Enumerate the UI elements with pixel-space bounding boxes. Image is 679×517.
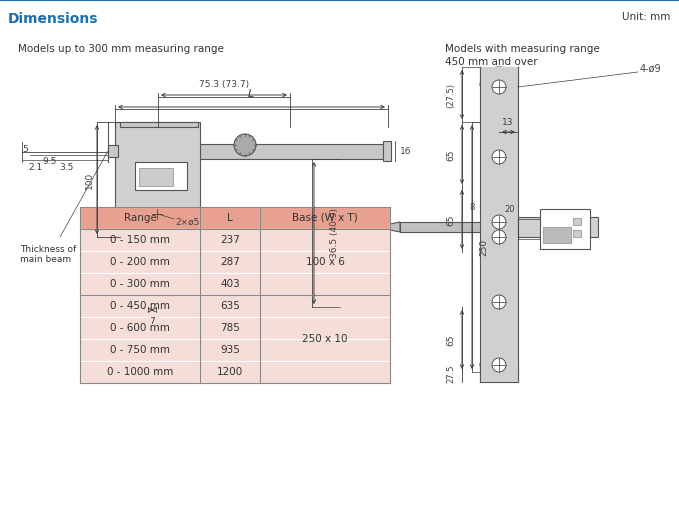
- Bar: [200, 229, 260, 251]
- Bar: [200, 339, 260, 361]
- Bar: [200, 251, 260, 273]
- Text: Base (W x T): Base (W x T): [292, 213, 358, 223]
- Text: L: L: [248, 89, 254, 99]
- Text: 3.5: 3.5: [59, 162, 73, 172]
- Bar: [115, 144, 388, 159]
- Text: 935: 935: [220, 345, 240, 355]
- Text: Thickness of
main beam: Thickness of main beam: [20, 245, 76, 264]
- Bar: [200, 317, 260, 339]
- Bar: [480, 67, 518, 382]
- Text: 0 - 1000 mm: 0 - 1000 mm: [107, 367, 173, 377]
- Text: 403: 403: [220, 279, 240, 289]
- Text: 8: 8: [470, 203, 475, 211]
- Text: 100: 100: [84, 171, 94, 189]
- Text: 237: 237: [220, 235, 240, 245]
- Text: 0 - 750 mm: 0 - 750 mm: [110, 345, 170, 355]
- Text: 13: 13: [502, 118, 514, 127]
- Text: L: L: [227, 213, 233, 223]
- Text: Range: Range: [124, 213, 156, 223]
- Bar: [260, 361, 390, 383]
- Text: 635: 635: [220, 301, 240, 311]
- Bar: [573, 218, 581, 225]
- Bar: [260, 273, 390, 295]
- Bar: [200, 361, 260, 383]
- Text: 9.5: 9.5: [43, 157, 57, 165]
- Text: 785: 785: [220, 323, 240, 333]
- Text: 27.5: 27.5: [446, 365, 455, 383]
- Text: Models up to 300 mm measuring range: Models up to 300 mm measuring range: [18, 44, 224, 54]
- Bar: [383, 141, 391, 161]
- Bar: [200, 295, 260, 317]
- Bar: [80, 273, 200, 295]
- Bar: [139, 168, 173, 186]
- Bar: [543, 227, 571, 243]
- Bar: [80, 207, 200, 229]
- Bar: [518, 217, 598, 237]
- Bar: [115, 122, 200, 237]
- Polygon shape: [480, 67, 518, 86]
- Text: Dimensions: Dimensions: [8, 12, 98, 26]
- Text: Unit: mm: Unit: mm: [622, 12, 670, 22]
- Bar: [135, 162, 187, 190]
- Text: 16: 16: [400, 146, 411, 156]
- Bar: [260, 251, 390, 273]
- Bar: [200, 273, 260, 295]
- Text: (27.5): (27.5): [446, 83, 455, 108]
- Bar: [80, 339, 200, 361]
- Bar: [400, 222, 480, 232]
- Bar: [108, 145, 118, 157]
- Text: 287: 287: [220, 257, 240, 267]
- Text: 0 - 150 mm: 0 - 150 mm: [110, 235, 170, 245]
- Text: 0 - 600 mm: 0 - 600 mm: [110, 323, 170, 333]
- Bar: [80, 361, 200, 383]
- Text: 2×ø5: 2×ø5: [175, 218, 200, 226]
- Bar: [260, 317, 390, 339]
- Bar: [80, 317, 200, 339]
- Text: 65: 65: [446, 214, 455, 226]
- Text: 75.3 (73.7): 75.3 (73.7): [199, 80, 249, 89]
- Bar: [260, 295, 390, 317]
- Circle shape: [492, 230, 506, 244]
- Text: 65: 65: [446, 149, 455, 161]
- Bar: [200, 207, 260, 229]
- Polygon shape: [385, 222, 400, 232]
- Circle shape: [492, 295, 506, 309]
- Bar: [573, 230, 581, 237]
- Polygon shape: [480, 363, 518, 382]
- Text: 0 - 200 mm: 0 - 200 mm: [110, 257, 170, 267]
- Bar: [80, 295, 200, 317]
- Text: 2.1: 2.1: [28, 162, 42, 172]
- Bar: [80, 229, 200, 251]
- Text: 36.5 (40.9): 36.5 (40.9): [330, 208, 339, 258]
- Text: 65: 65: [446, 334, 455, 346]
- Bar: [80, 251, 200, 273]
- Text: 100 x 6: 100 x 6: [306, 257, 344, 267]
- Bar: [260, 207, 390, 229]
- Circle shape: [152, 209, 162, 219]
- Text: 5: 5: [22, 144, 28, 154]
- Text: 4-ø9: 4-ø9: [640, 64, 661, 74]
- Circle shape: [492, 80, 506, 94]
- Circle shape: [492, 358, 506, 372]
- Text: 1200: 1200: [217, 367, 243, 377]
- Text: 250: 250: [479, 238, 488, 255]
- Text: 250 x 10: 250 x 10: [302, 334, 348, 344]
- Circle shape: [234, 134, 256, 156]
- Text: 0 - 300 mm: 0 - 300 mm: [110, 279, 170, 289]
- Text: 20: 20: [504, 205, 515, 214]
- Bar: [260, 339, 390, 361]
- Polygon shape: [120, 122, 198, 127]
- Text: Models with measuring range
450 mm and over: Models with measuring range 450 mm and o…: [445, 44, 600, 67]
- Bar: [260, 229, 390, 251]
- Text: 7: 7: [149, 317, 155, 326]
- Bar: [148, 235, 156, 307]
- Circle shape: [492, 215, 506, 229]
- Bar: [540, 209, 590, 249]
- Circle shape: [492, 150, 506, 164]
- Text: 0 - 450 mm: 0 - 450 mm: [110, 301, 170, 311]
